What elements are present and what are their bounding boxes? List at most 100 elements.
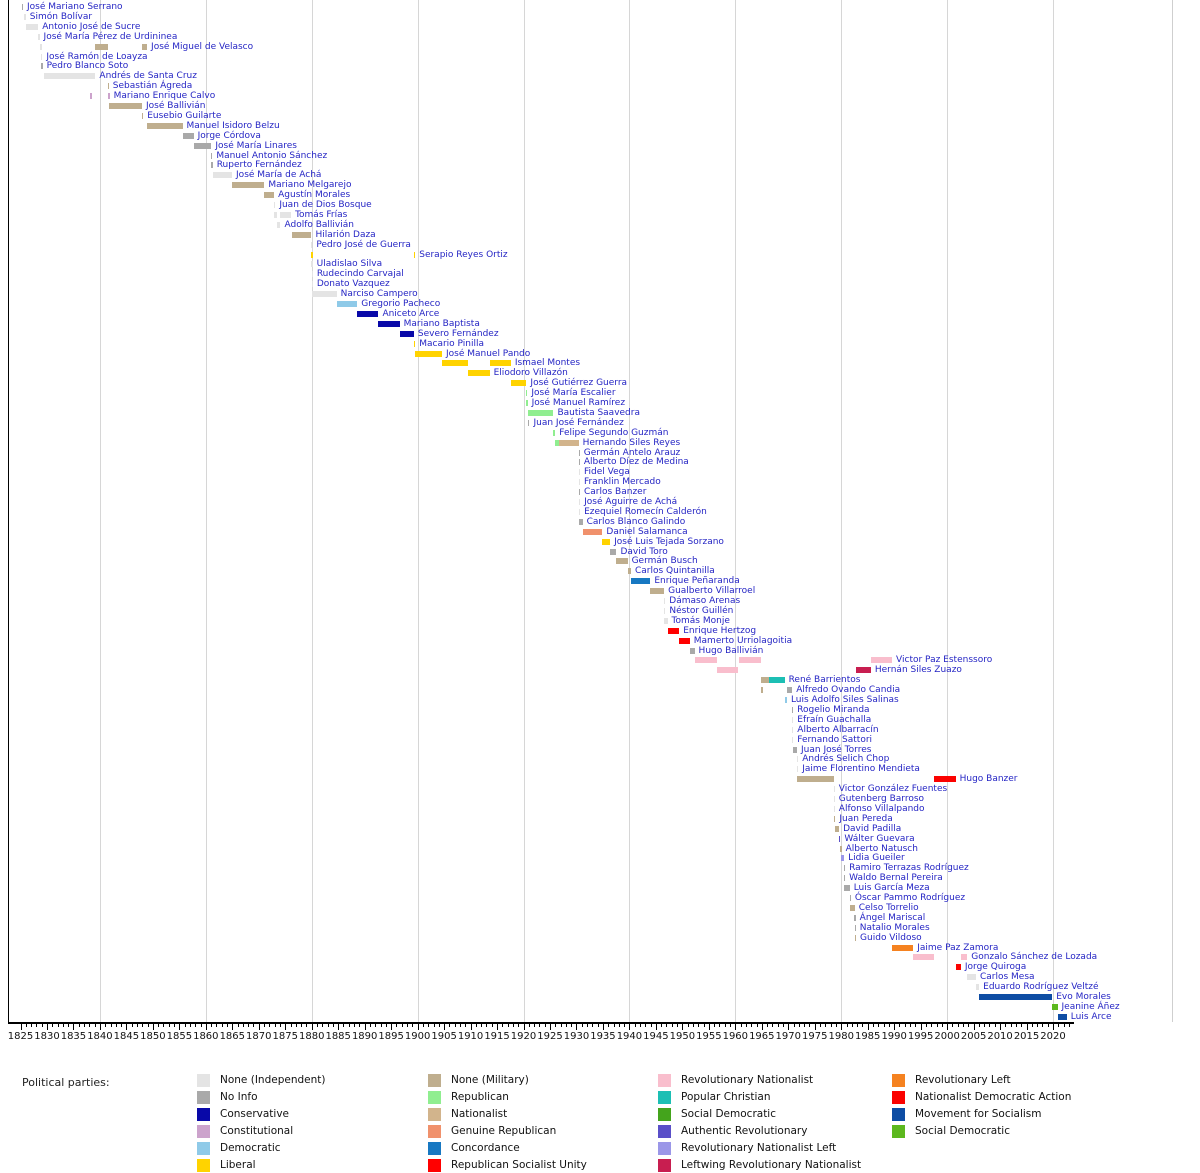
president-label: Carlos Quintanilla bbox=[635, 566, 715, 577]
axis-tick bbox=[777, 1024, 779, 1027]
term-bar bbox=[559, 439, 579, 446]
axis-tick bbox=[735, 1024, 737, 1030]
term-bar bbox=[43, 73, 96, 80]
axis-tick bbox=[391, 1024, 393, 1030]
axis-tick bbox=[798, 1024, 800, 1027]
term-bar bbox=[311, 251, 313, 258]
president-label: Andrés Selich Chop bbox=[802, 754, 890, 765]
axis-tick bbox=[978, 1024, 980, 1027]
president-label: Hugo Ballivián bbox=[698, 645, 764, 656]
term-bar bbox=[274, 202, 276, 208]
term-bar bbox=[1052, 1003, 1058, 1010]
legend-swatch-leftmnr bbox=[658, 1159, 671, 1172]
president-label: Mariano Melgarejo bbox=[268, 180, 352, 191]
term-bar bbox=[839, 835, 841, 842]
axis-tick bbox=[221, 1024, 223, 1027]
axis-tick bbox=[184, 1024, 186, 1027]
term-bar bbox=[768, 677, 785, 684]
term-bar bbox=[142, 112, 144, 119]
axis-tick bbox=[481, 1024, 483, 1027]
president-label: Donato Vazquez bbox=[316, 279, 390, 290]
axis-tick bbox=[804, 1024, 806, 1027]
axis-tick bbox=[147, 1024, 149, 1027]
president-label: Wálter Guevara bbox=[844, 833, 915, 844]
term-bar bbox=[717, 667, 739, 674]
axis-tick bbox=[1068, 1024, 1070, 1027]
axis-tick bbox=[131, 1024, 133, 1027]
axis-tick bbox=[248, 1024, 250, 1027]
axis-tick-label: 1880 bbox=[298, 1031, 325, 1042]
term-bar bbox=[41, 63, 43, 70]
axis-tick bbox=[952, 1024, 954, 1027]
axis-tick bbox=[412, 1024, 414, 1027]
axis-tick bbox=[163, 1024, 165, 1027]
axis-tick-label: 1910 bbox=[457, 1031, 484, 1042]
axis-tick bbox=[872, 1024, 874, 1027]
axis-tick bbox=[1042, 1024, 1044, 1027]
term-bar bbox=[602, 538, 611, 545]
term-bar bbox=[311, 271, 313, 278]
axis-tick bbox=[136, 1024, 138, 1027]
axis-tick bbox=[782, 1024, 784, 1027]
term-bar bbox=[934, 776, 956, 783]
right-border bbox=[1172, 0, 1173, 1022]
legend-label-dem: Democratic bbox=[220, 1142, 281, 1154]
axis-tick bbox=[703, 1024, 705, 1027]
term-bar bbox=[664, 607, 666, 614]
axis-tick bbox=[401, 1024, 403, 1027]
term-bar bbox=[193, 142, 212, 149]
term-bar bbox=[786, 687, 793, 694]
term-bar bbox=[833, 805, 835, 812]
axis-tick bbox=[73, 1024, 75, 1030]
axis-tick bbox=[237, 1024, 239, 1027]
gridline-1980 bbox=[841, 0, 843, 1022]
president-label: Ramiro Terrazas Rodríguez bbox=[849, 863, 969, 874]
axis-tick bbox=[433, 1024, 435, 1027]
legend-label-const: Constitutional bbox=[220, 1125, 294, 1137]
legend-swatch-ind bbox=[197, 1074, 210, 1087]
term-bar bbox=[468, 370, 490, 377]
axis-tick bbox=[264, 1024, 266, 1027]
axis-tick bbox=[751, 1024, 753, 1027]
gridline-1920 bbox=[523, 0, 525, 1022]
president-label: José María Pérez de Urdininea bbox=[43, 31, 178, 42]
term-bar bbox=[578, 459, 580, 466]
term-bar bbox=[840, 855, 845, 862]
axis-tick bbox=[719, 1024, 721, 1027]
term-bar bbox=[792, 746, 797, 753]
axis-tick bbox=[46, 1024, 48, 1030]
axis-tick bbox=[830, 1024, 832, 1027]
term-bar bbox=[489, 360, 511, 367]
axis-tick bbox=[767, 1024, 769, 1027]
axis-tick bbox=[581, 1024, 583, 1027]
axis-tick bbox=[1063, 1024, 1065, 1027]
axis-tick bbox=[68, 1024, 70, 1027]
term-bar bbox=[378, 320, 400, 327]
president-label: Tomás Monje bbox=[671, 615, 730, 626]
axis-tick bbox=[984, 1024, 986, 1027]
axis-tick bbox=[793, 1024, 795, 1027]
legend-label-popchr: Popular Christian bbox=[681, 1091, 771, 1103]
term-bar bbox=[25, 23, 39, 30]
term-bar bbox=[142, 43, 148, 50]
axis-tick bbox=[158, 1024, 160, 1027]
term-bar bbox=[526, 400, 528, 406]
axis-tick bbox=[115, 1024, 117, 1027]
gridline-2020 bbox=[1053, 0, 1055, 1022]
legend-label-mil: None (Military) bbox=[451, 1074, 529, 1086]
axis-tick-label: 1830 bbox=[34, 1031, 60, 1042]
axis-tick bbox=[269, 1024, 271, 1027]
term-bar bbox=[578, 479, 580, 486]
president-label: Antonio José de Sucre bbox=[42, 21, 141, 32]
axis-tick-label: 1995 bbox=[907, 1031, 934, 1042]
term-bar bbox=[833, 786, 835, 793]
president-label: Gutenberg Barroso bbox=[838, 794, 925, 804]
legend-swatch-authrev bbox=[658, 1125, 671, 1138]
axis-tick bbox=[168, 1024, 170, 1027]
axis-tick bbox=[78, 1024, 80, 1027]
axis-tick bbox=[740, 1024, 742, 1027]
axis-tick bbox=[910, 1024, 912, 1027]
president-label: Néstor Guillén bbox=[669, 605, 734, 616]
axis-tick bbox=[348, 1024, 350, 1027]
term-bar bbox=[833, 815, 836, 822]
